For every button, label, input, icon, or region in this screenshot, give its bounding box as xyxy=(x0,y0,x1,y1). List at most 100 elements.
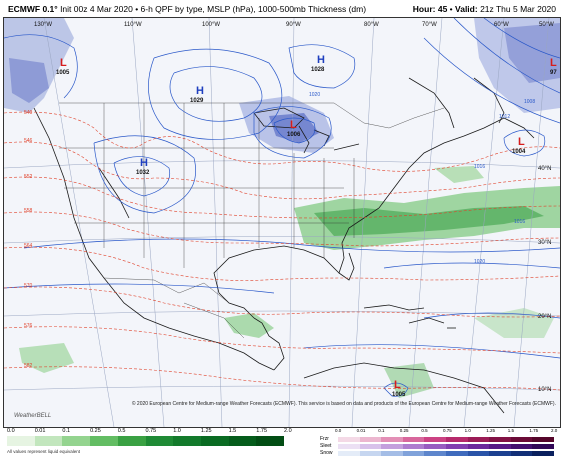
rain-color-swatch xyxy=(145,436,174,446)
ptype-color-swatch xyxy=(532,444,554,449)
isobar-atlantic-1020 xyxy=(383,262,560,269)
rain-patch-atlantic xyxy=(434,166,484,183)
ptype-color-swatch xyxy=(445,451,468,456)
ptype-label: Frzr xyxy=(320,436,329,442)
lake-michigan xyxy=(298,125,310,154)
thickness-576 xyxy=(4,326,560,354)
state-horizontals xyxy=(59,147,349,224)
lon-line-90 xyxy=(288,18,295,427)
lon-line-60 xyxy=(463,18,505,427)
lon-line-130 xyxy=(43,18,115,427)
ptype-color-swatch xyxy=(532,451,554,456)
ptype-label: Sleet xyxy=(320,443,332,449)
ptype-tick-label: 1.0 xyxy=(464,428,471,433)
us-mexico-border xyxy=(103,277,230,304)
lon-label-60w: 60°W xyxy=(494,22,509,28)
ptype-tick-label: 1.25 xyxy=(486,428,495,433)
ptype-tick-label: 0.01 xyxy=(356,428,366,433)
low-value-great-lakes: 1006 xyxy=(287,132,301,138)
title-right: Hour: 45 • Valid: 21z Thu 5 Mar 2020 xyxy=(412,4,556,14)
low-center-atlantic: L xyxy=(518,136,525,148)
ptype-color-swatch xyxy=(402,451,425,456)
forecast-map: 130°W 110°W 100°W 90°W 80°W 70°W 60°W 50… xyxy=(3,17,561,428)
ptype-color-swatch xyxy=(338,451,360,456)
thickness-label-558: 558 xyxy=(24,208,33,214)
isobar-high-outer xyxy=(148,48,283,140)
rain-tick-labels: 0.0 0.01 0.1 0.25 0.5 0.75 1.0 1.25 1.5 1.75 2.0 xyxy=(4,428,294,436)
ptype-tick-labels: 0.0 0.01 0.1 0.25 0.5 0.75 1.0 1.25 1.5 1.75 2.0 xyxy=(335,428,558,434)
thickness-label-564: 564 xyxy=(24,243,33,249)
ptype-color-swatch xyxy=(489,437,511,442)
state-verticals xyxy=(103,103,355,268)
init-time: Init 00z 4 Mar 2020 xyxy=(60,4,133,14)
low-center-great-lakes: L xyxy=(290,119,297,131)
political-borders xyxy=(59,102,445,339)
legend-area: 0.0 0.01 0.1 0.25 0.5 0.75 1.0 1.25 1.5 1.75 2.0 A… xyxy=(0,428,562,461)
title-bar: ECMWF 0.1° Init 00z 4 Mar 2020 • 6-h QPF… xyxy=(0,0,562,18)
rain-color-swatch xyxy=(228,436,257,446)
ptype-tick-label: 2.0 xyxy=(551,428,558,433)
south-america-coast xyxy=(303,362,505,414)
isobars xyxy=(4,18,560,397)
labrador xyxy=(473,77,505,124)
ptype-colorbar xyxy=(338,444,554,449)
lon-line-50 xyxy=(513,18,550,427)
hudson-bay-east xyxy=(408,77,455,129)
rain-color-swatch xyxy=(173,436,201,446)
high-value-canada: 1028 xyxy=(311,67,325,73)
isobar-high-1028 xyxy=(288,44,356,89)
isobar-high-1032 xyxy=(113,156,171,197)
lat-line-40 xyxy=(4,160,560,169)
high-center-rockies: H xyxy=(140,157,148,169)
lon-label-110w: 110°W xyxy=(124,22,142,28)
rain-tick-label: 1.5 xyxy=(228,428,237,434)
isobar-tropical-2 xyxy=(303,344,560,359)
rain-color-swatch xyxy=(62,436,91,446)
thickness-contours xyxy=(4,111,560,391)
isobar-low-1006 xyxy=(273,117,316,144)
isobar-1016-south xyxy=(23,238,560,253)
isobar-tropical-1 xyxy=(423,312,560,319)
low-center-northeast: L xyxy=(550,57,557,69)
pacific-coast xyxy=(33,107,275,371)
thickness-582 xyxy=(4,366,560,391)
ptype-tick-label: 0.5 xyxy=(421,428,428,433)
rain-color-swatch xyxy=(7,436,35,446)
low-value-northwest: 1005 xyxy=(56,70,70,76)
ptype-colorbar xyxy=(338,451,554,456)
ptype-label: Snow xyxy=(320,450,333,456)
ptype-color-swatch xyxy=(510,437,533,442)
ptype-color-swatch xyxy=(489,451,511,456)
central-america-coast xyxy=(253,317,285,371)
ptype-color-swatch xyxy=(359,437,382,442)
lon-label-80w: 80°W xyxy=(364,22,379,28)
thickness-label-552: 552 xyxy=(24,174,33,180)
ptype-color-swatch xyxy=(510,451,533,456)
rain-tick-label: 0.01 xyxy=(34,428,46,434)
thickness-540 xyxy=(4,111,560,172)
rain-color-swatch xyxy=(90,436,118,446)
isobar-low-outer xyxy=(253,106,332,159)
model-name: ECMWF 0.1° xyxy=(8,4,58,14)
lon-label-100w: 100°W xyxy=(202,22,220,28)
ptype-color-swatch xyxy=(424,451,446,456)
rain-tick-label: 2.0 xyxy=(284,428,292,434)
rain-tick-label: 1.75 xyxy=(256,428,268,434)
copyright-text: © 2020 European Centre for Medium-range … xyxy=(131,401,556,407)
low-center-northwest: L xyxy=(60,57,67,69)
mexico-states xyxy=(183,302,245,339)
isobar-northwest xyxy=(4,34,78,99)
ptype-tick-label: 0.75 xyxy=(443,428,452,433)
baja-california xyxy=(98,167,130,219)
isobar-pacific xyxy=(4,283,275,294)
ptype-color-swatch xyxy=(467,437,490,442)
ptype-tick-label: 1.75 xyxy=(529,428,539,433)
rain-south-caribbean xyxy=(384,363,434,398)
isobar-northeast-2 xyxy=(453,18,560,94)
thickness-546 xyxy=(4,141,560,200)
rain-tick-label: 1.25 xyxy=(200,428,212,434)
ptype-color-swatch xyxy=(338,444,360,449)
ptype-color-swatch xyxy=(338,437,360,442)
hispaniola xyxy=(408,317,445,324)
weatherbell-logo: WeatherBELL xyxy=(14,413,52,419)
